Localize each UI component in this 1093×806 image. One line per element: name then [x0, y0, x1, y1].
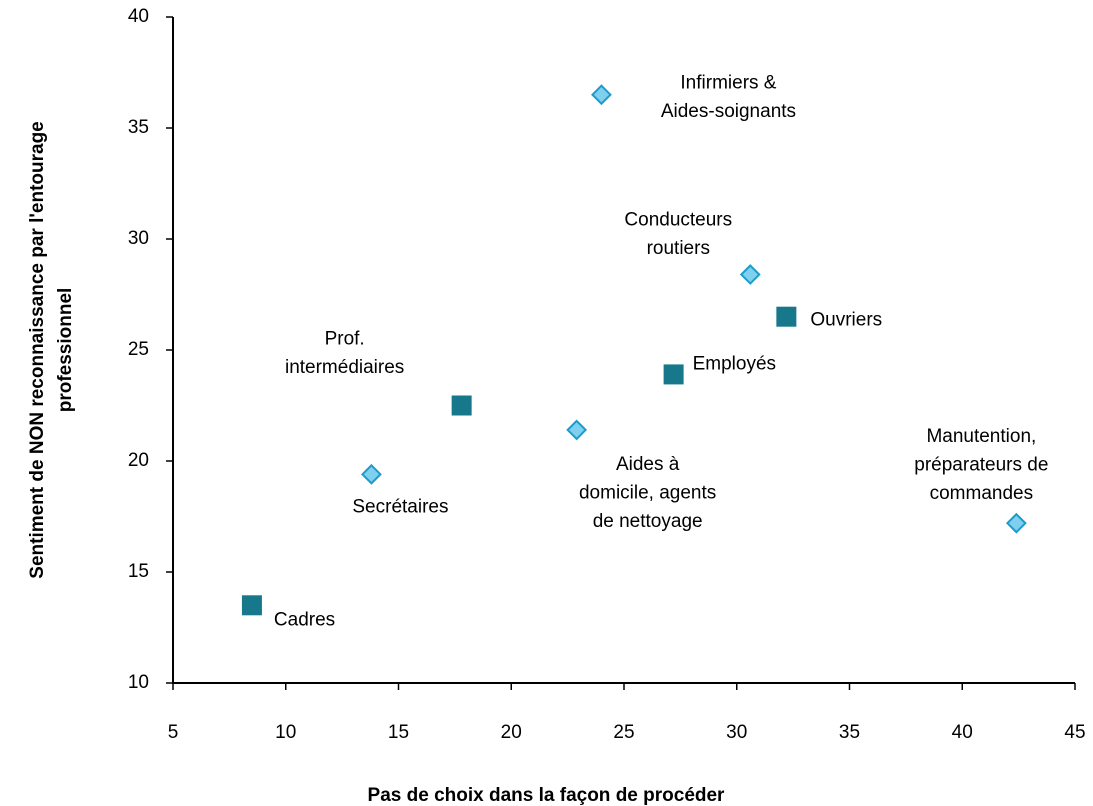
- x-axis-title: Pas de choix dans la façon de procéder: [368, 785, 726, 806]
- point: [566, 419, 588, 441]
- x-tick-label: 10: [275, 722, 296, 743]
- y-tick-label: 40: [128, 6, 149, 27]
- y-tick-label: 15: [128, 561, 149, 582]
- point-label: Manutention,: [926, 426, 1036, 447]
- y-axis-title: professionnel: [55, 288, 76, 413]
- y-tick-label: 35: [128, 117, 149, 138]
- x-tick-label: 5: [168, 722, 179, 743]
- x-tick-label: 20: [501, 722, 522, 743]
- point-label: Ouvriers: [810, 310, 882, 331]
- x-tick-label: 40: [952, 722, 973, 743]
- point: [1005, 512, 1027, 534]
- point-label: Prof.: [325, 329, 365, 350]
- point: [241, 595, 262, 616]
- point-label: préparateurs de: [914, 455, 1048, 476]
- x-tick-label: 25: [613, 722, 634, 743]
- point-label: intermédiaires: [285, 357, 404, 378]
- point: [451, 395, 472, 416]
- point-label: Aides-soignants: [661, 101, 796, 122]
- y-tick-label: 20: [128, 450, 149, 471]
- point: [591, 84, 612, 106]
- x-tick-label: 35: [839, 722, 860, 743]
- point: [776, 306, 797, 327]
- point-label: domicile, agents: [579, 482, 716, 503]
- x-tick-label: 45: [1064, 722, 1085, 743]
- x-tick-label: 15: [388, 722, 409, 743]
- point: [361, 463, 382, 485]
- point-label: de nettoyage: [593, 511, 703, 532]
- point-label: routiers: [647, 238, 710, 259]
- x-tick-label: 30: [726, 722, 747, 743]
- point-label: Conducteurs: [624, 210, 732, 231]
- point-label: Employés: [693, 353, 776, 374]
- point: [739, 264, 761, 285]
- y-axis-title: Sentiment de NON reconnaissance par l'en…: [27, 121, 48, 578]
- point-label: Infirmiers &: [680, 73, 776, 94]
- point: [663, 364, 684, 385]
- point-label: Cadres: [274, 609, 335, 630]
- y-tick-label: 10: [128, 672, 149, 693]
- point-label: Secrétaires: [352, 496, 448, 517]
- point-label: commandes: [930, 483, 1034, 504]
- point-label: Aides à: [616, 454, 680, 475]
- y-tick-label: 25: [128, 339, 149, 360]
- y-tick-label: 30: [128, 228, 149, 249]
